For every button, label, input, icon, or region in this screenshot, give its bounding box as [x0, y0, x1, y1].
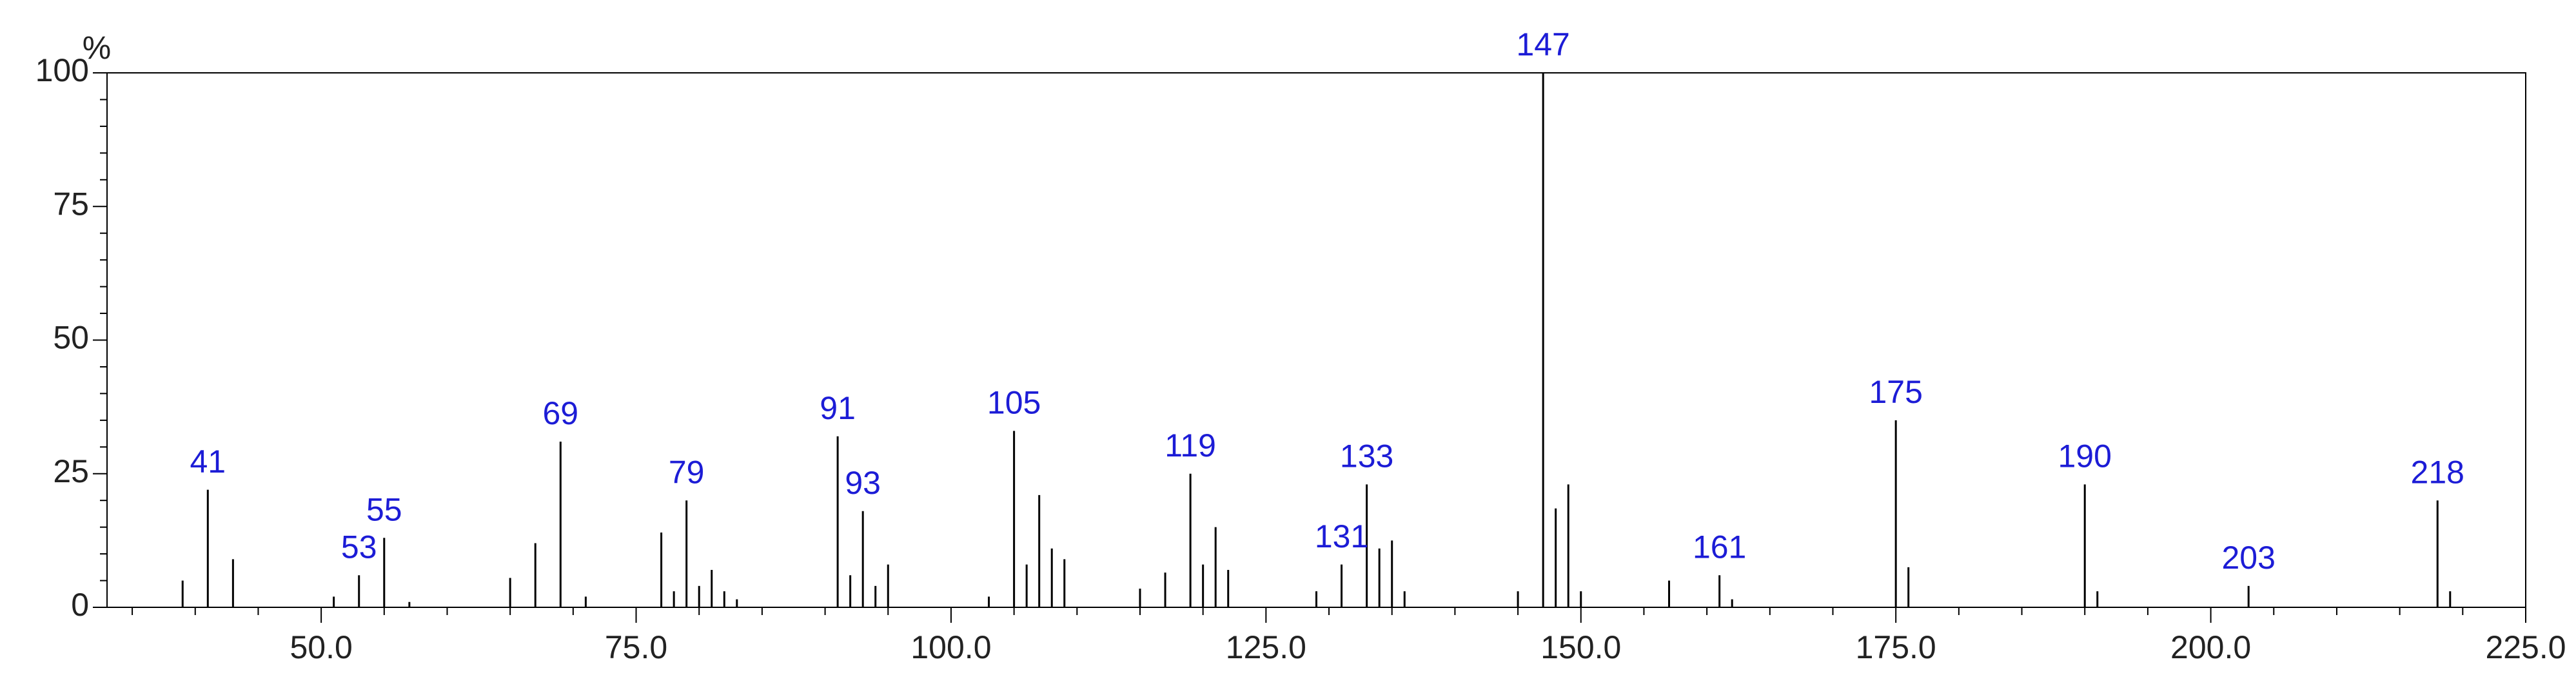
peak-label: 133: [1340, 438, 1393, 475]
x-tick-label: 125.0: [1226, 629, 1306, 665]
y-tick-label: 50: [53, 320, 89, 356]
y-unit: %: [83, 30, 111, 66]
y-tick-label: 0: [71, 587, 89, 623]
x-tick-label: 150.0: [1540, 629, 1621, 665]
y-tick-label: 75: [53, 186, 89, 222]
peak-label: 93: [845, 465, 881, 501]
peak-label: 91: [820, 390, 856, 426]
peak-label: 55: [366, 491, 402, 527]
peak-label: 175: [1869, 374, 1922, 410]
peak-label: 147: [1516, 26, 1569, 63]
peak-label: 190: [2058, 438, 2112, 475]
peak-label: 119: [1165, 427, 1216, 464]
peak-label: 218: [2411, 454, 2464, 490]
x-tick-label: 225.0: [2485, 629, 2566, 665]
peak-label: 79: [669, 454, 705, 490]
x-tick-label: 200.0: [2170, 629, 2251, 665]
peak-label: 69: [543, 395, 579, 431]
peak-label: 41: [190, 444, 226, 480]
x-tick-label: 75.0: [605, 629, 667, 665]
peak-label: 203: [2221, 540, 2275, 576]
x-tick-label: 100.0: [910, 629, 991, 665]
y-tick-label: 25: [53, 453, 89, 489]
peak-label: 53: [341, 529, 377, 565]
x-tick-label: 50.0: [290, 629, 352, 665]
peak-label: 105: [987, 385, 1041, 421]
peak-label: 161: [1693, 529, 1746, 565]
y-tick-label: 100: [35, 52, 89, 88]
x-tick-label: 175.0: [1856, 629, 1936, 665]
peak-label: 131: [1315, 518, 1368, 554]
